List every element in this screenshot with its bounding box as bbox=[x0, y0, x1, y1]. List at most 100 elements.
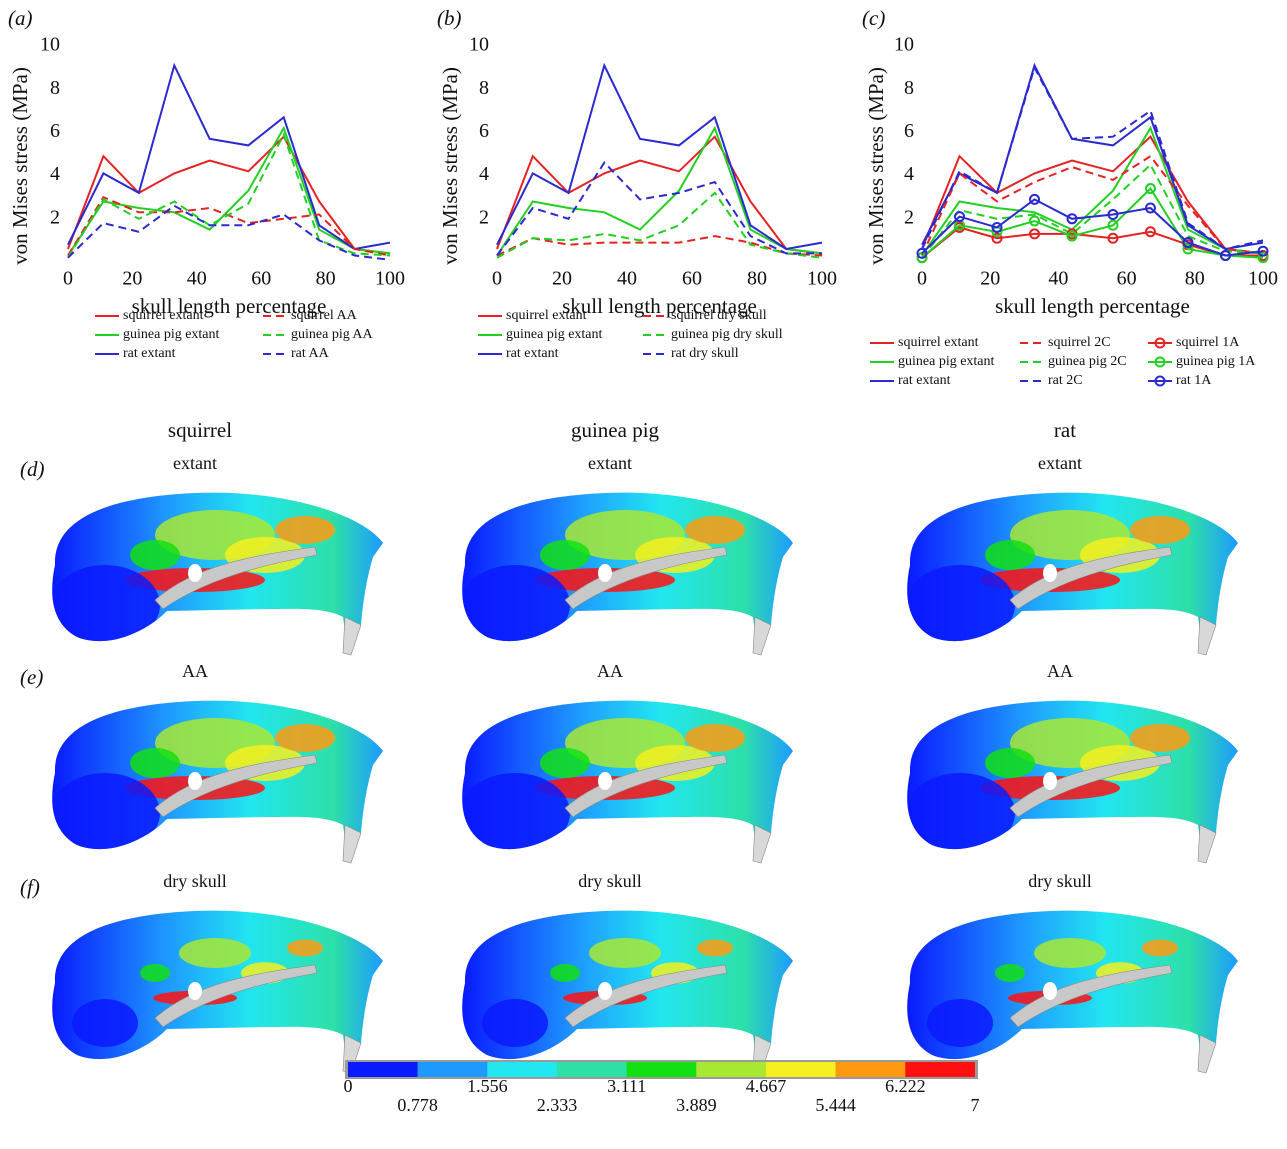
series-line bbox=[496, 235, 823, 257]
legend-label: guinea pig extant bbox=[898, 354, 995, 369]
stress-patch bbox=[462, 773, 570, 853]
series-line bbox=[921, 154, 1264, 256]
x-tick-label: 0 bbox=[63, 268, 73, 290]
series-line bbox=[496, 62, 823, 251]
legend-label: rat AA bbox=[291, 346, 330, 361]
panel-caption: dry skull bbox=[578, 871, 642, 891]
row-label: (d) bbox=[20, 457, 45, 481]
column-header: guinea pig bbox=[571, 418, 660, 442]
legend-label: guinea pig 1A bbox=[1176, 354, 1256, 369]
colorbar-segment bbox=[905, 1062, 975, 1077]
x-tick-label: 0 bbox=[492, 268, 502, 290]
series-marker bbox=[1144, 183, 1156, 195]
colorbar-tick-label: 3.889 bbox=[676, 1095, 717, 1115]
incisor bbox=[752, 616, 772, 656]
series-marker bbox=[1066, 213, 1078, 225]
series-marker bbox=[1182, 237, 1194, 249]
panel-caption: extant bbox=[173, 453, 217, 473]
orbit bbox=[598, 982, 612, 1000]
incisor bbox=[1197, 824, 1217, 864]
series-marker bbox=[1219, 250, 1231, 262]
series-line bbox=[67, 132, 391, 259]
stress-patch bbox=[1130, 724, 1190, 752]
panel-caption: extant bbox=[588, 453, 632, 473]
skull-image bbox=[907, 492, 1238, 656]
stress-patch bbox=[462, 565, 570, 645]
colorbar-tick-label: 1.556 bbox=[467, 1076, 508, 1096]
series-line bbox=[921, 198, 1264, 257]
stress-patch bbox=[907, 773, 1015, 853]
series-marker bbox=[1107, 232, 1119, 244]
colorbar-tick-label: 0.778 bbox=[397, 1095, 438, 1115]
stress-patch bbox=[130, 540, 180, 570]
series-line bbox=[496, 191, 823, 259]
series-marker bbox=[1257, 245, 1269, 257]
stress-patch bbox=[130, 748, 180, 778]
series-marker bbox=[954, 211, 966, 223]
legend-label: squirrel dry skull bbox=[671, 308, 767, 323]
series-line bbox=[921, 187, 1264, 259]
series-line bbox=[496, 160, 822, 257]
x-axis-label: skull length percentage bbox=[132, 294, 327, 318]
incisor bbox=[752, 824, 772, 864]
colorbar-segment bbox=[766, 1062, 836, 1077]
series-marker bbox=[1029, 215, 1041, 227]
panel-caption: extant bbox=[1038, 453, 1082, 473]
y-tick-label: 6 bbox=[50, 120, 60, 142]
y-tick-label: 4 bbox=[904, 163, 914, 185]
series-line bbox=[496, 135, 823, 255]
y-tick-label: 10 bbox=[469, 34, 489, 56]
x-tick-label: 80 bbox=[1185, 268, 1205, 290]
series-marker bbox=[1257, 252, 1269, 264]
series-line bbox=[921, 135, 1264, 255]
x-tick-label: 60 bbox=[1117, 268, 1137, 290]
orbit bbox=[598, 564, 612, 582]
colorbar-tick-label: 0 bbox=[344, 1076, 353, 1096]
column-header: squirrel bbox=[168, 418, 232, 442]
orbit bbox=[188, 564, 202, 582]
stress-patch bbox=[985, 748, 1035, 778]
orbit bbox=[1043, 982, 1057, 1000]
legend-label: squirrel AA bbox=[291, 308, 358, 323]
panel-caption: dry skull bbox=[163, 871, 227, 891]
x-tick-label: 20 bbox=[552, 268, 572, 290]
colorbar-segment bbox=[835, 1062, 906, 1077]
legend-label: squirrel extant bbox=[898, 335, 979, 350]
stress-patch bbox=[179, 938, 251, 968]
x-tick-label: 0 bbox=[917, 268, 927, 290]
y-tick-label: 2 bbox=[50, 206, 60, 228]
legend-marker bbox=[1154, 356, 1166, 368]
series-line bbox=[921, 64, 1264, 251]
colorbar-tick-label: 5.444 bbox=[815, 1095, 856, 1115]
colorbar-segment bbox=[556, 1062, 627, 1077]
panel-caption: AA bbox=[182, 661, 208, 681]
orbit bbox=[598, 772, 612, 790]
orbit bbox=[1043, 564, 1057, 582]
series-line bbox=[67, 62, 391, 251]
stress-patch bbox=[985, 540, 1035, 570]
series-line bbox=[67, 135, 391, 255]
legend-label: rat 1A bbox=[1176, 373, 1212, 388]
stress-patch bbox=[140, 964, 170, 982]
colorbar-tick-label: 6.222 bbox=[885, 1076, 926, 1096]
legend-label: guinea pig 2C bbox=[1048, 354, 1127, 369]
panel-caption: dry skull bbox=[1028, 871, 1092, 891]
colorbar-segment bbox=[487, 1062, 557, 1077]
legend-label: rat extant bbox=[898, 373, 951, 388]
y-tick-label: 8 bbox=[904, 77, 914, 99]
legend-label: squirrel 1A bbox=[1176, 335, 1240, 350]
colorbar-segment bbox=[417, 1062, 488, 1077]
panel-caption: AA bbox=[597, 661, 623, 681]
legend-marker bbox=[1154, 337, 1166, 349]
y-tick-label: 8 bbox=[50, 77, 60, 99]
legend-label: squirrel extant bbox=[123, 308, 204, 323]
row-label: (f) bbox=[20, 875, 40, 899]
skull-image bbox=[52, 492, 384, 656]
stress-patch bbox=[1130, 516, 1190, 544]
x-tick-label: 100 bbox=[375, 268, 405, 290]
x-tick-label: 60 bbox=[682, 268, 702, 290]
series-marker bbox=[1107, 219, 1119, 231]
x-tick-label: 40 bbox=[187, 268, 207, 290]
skull-image bbox=[907, 700, 1238, 864]
legend-label: guinea pig dry skull bbox=[671, 327, 783, 342]
